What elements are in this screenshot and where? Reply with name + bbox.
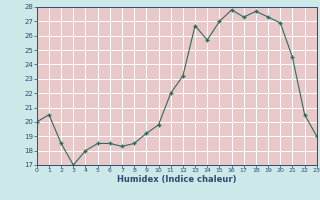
X-axis label: Humidex (Indice chaleur): Humidex (Indice chaleur) — [117, 175, 236, 184]
